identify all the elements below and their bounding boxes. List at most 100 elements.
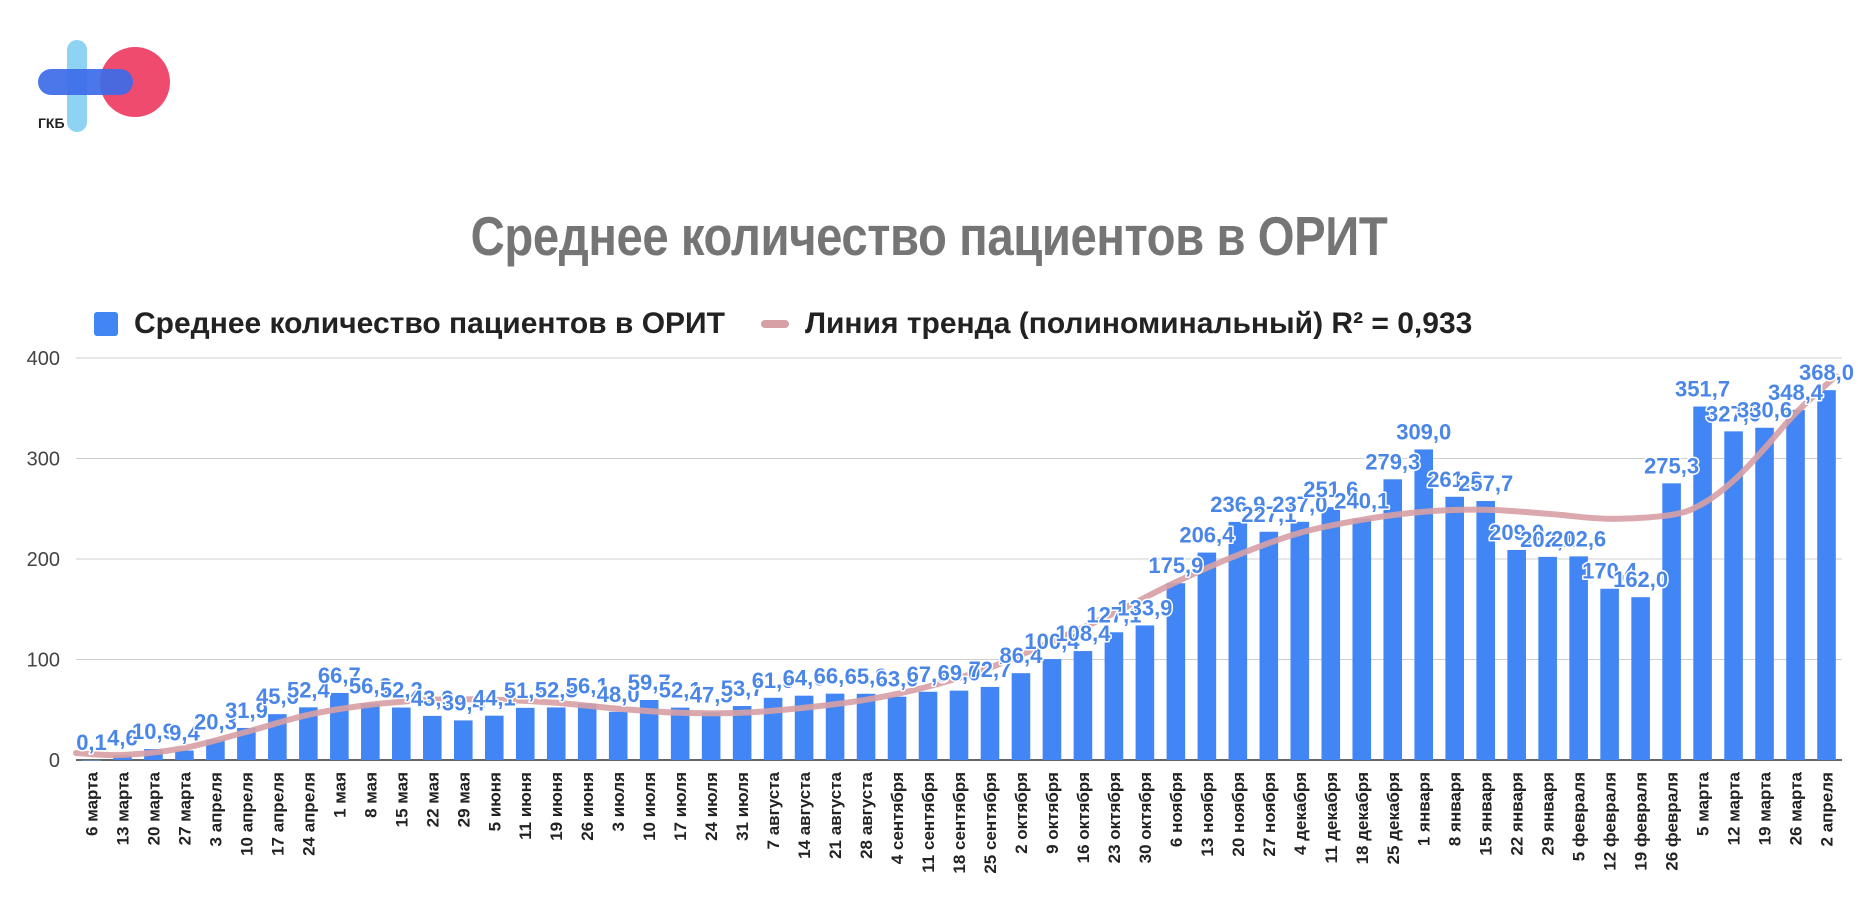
data-label: 56,1: [566, 674, 609, 699]
x-tick-label: 24 июля: [702, 772, 721, 841]
data-label: 170,4: [1582, 559, 1638, 584]
data-label: 330,6: [1737, 398, 1792, 423]
x-tick-label: 13 марта: [113, 771, 132, 845]
x-tick-label: 19 марта: [1756, 771, 1775, 845]
data-label: 59,7: [628, 670, 671, 695]
x-tick-label: 25 сентября: [981, 772, 1000, 874]
x-tick-label: 20 марта: [144, 771, 163, 845]
bar: [763, 697, 783, 760]
bar: [1662, 483, 1681, 760]
trend-line: [73, 373, 1839, 759]
data-label: 4,6: [107, 725, 138, 750]
bar: [1228, 521, 1248, 760]
data-label: 9,4: [169, 721, 200, 746]
data-label: 275,3: [1644, 453, 1699, 478]
bar: [1259, 531, 1279, 760]
bar: [1414, 449, 1434, 760]
data-label: 348,4: [1768, 380, 1824, 405]
x-tick-label: 27 ноября: [1260, 772, 1279, 857]
data-label: 127,1: [1086, 602, 1141, 627]
data-label: 45,6: [256, 684, 299, 709]
data-label: 240,1: [1334, 489, 1389, 514]
x-tick-label: 19 июня: [547, 772, 566, 841]
x-tick-label: 4 декабря: [1291, 772, 1310, 855]
legend-label-bars: Среднее количество пациентов в ОРИТ: [134, 307, 725, 340]
x-tick-label: 2 октября: [1012, 772, 1031, 854]
data-label: 44,1: [473, 686, 516, 711]
bar: [1042, 659, 1062, 760]
x-tick-label: 28 августа: [857, 771, 876, 858]
legend-swatch-trend: [760, 320, 789, 328]
x-tick-label: 20 ноября: [1229, 772, 1248, 857]
data-label: 100,4: [1024, 629, 1080, 654]
bar: [1755, 427, 1774, 760]
data-label: 56,3: [349, 673, 392, 698]
data-label: 61,9: [752, 668, 795, 693]
bar: [1166, 583, 1186, 760]
x-tick-label: 6 ноября: [1167, 772, 1186, 847]
x-tick-label: 26 июня: [578, 772, 597, 841]
data-label: 52,4: [287, 677, 331, 702]
x-tick-label: 11 декабря: [1322, 772, 1341, 863]
data-label: 72,7: [969, 657, 1012, 682]
bar: [392, 707, 411, 760]
data-label: 52,2: [380, 678, 423, 703]
data-label: 48,0: [597, 682, 640, 707]
x-tick-label: 26 марта: [1787, 771, 1806, 845]
bar: [82, 759, 101, 761]
data-label: 31,9: [225, 698, 268, 723]
x-tick-label: 10 апреля: [237, 772, 256, 856]
y-tick-label: 0: [49, 750, 60, 772]
x-tick-label: 11 сентября: [919, 772, 938, 873]
x-tick-label: 5 февраля: [1570, 772, 1589, 861]
data-label: 52,1: [659, 678, 702, 703]
data-label: 237,0: [1272, 492, 1327, 517]
data-label: 65,9: [845, 664, 888, 689]
bar: [1538, 556, 1557, 760]
bar: [1600, 588, 1619, 760]
data-label: 0,1: [76, 730, 107, 755]
data-label: 53,7: [721, 676, 764, 701]
bar: [918, 691, 938, 760]
bar: [484, 715, 504, 760]
x-tick-label: 10 июля: [640, 772, 659, 841]
x-tick-label: 23 октября: [1105, 772, 1124, 863]
bar: [175, 750, 194, 760]
data-label: 39,4: [442, 690, 486, 715]
bar: [299, 707, 318, 760]
x-tick-label: 14 августа: [795, 771, 814, 858]
data-label: 66,0: [814, 664, 857, 689]
data-label: 261,9: [1427, 467, 1482, 492]
logo-pink-circle: [100, 47, 170, 117]
bar: [1631, 597, 1650, 760]
gkb-40-logo: ГКБ: [38, 40, 170, 132]
x-tick-label: 22 мая: [423, 772, 442, 827]
data-label: 257,7: [1458, 471, 1513, 496]
data-label: 351,7: [1675, 377, 1730, 402]
legend-label-trend: Линия тренда (полиноминальный) R² = 0,93…: [804, 307, 1473, 340]
x-tick-label: 24 апреля: [299, 772, 318, 856]
x-tick-label: 5 июня: [485, 772, 504, 831]
bar: [1724, 431, 1743, 760]
bar: [361, 703, 380, 760]
x-tick-label: 8 мая: [361, 772, 380, 818]
y-tick-label: 400: [27, 348, 60, 370]
data-label-layer: 0,1 4,610,99,420,331,945,652,466,756,352,…: [75, 359, 1856, 757]
x-axis-tick-layer: 6 марта 13 марта 20 марта 27 марта 3 апреля 1…: [82, 771, 1836, 873]
logo-blue-bar: [38, 69, 133, 95]
bar: [1383, 479, 1403, 760]
bar: [330, 692, 349, 760]
bar: [577, 703, 597, 760]
x-tick-label: 16 октября: [1074, 772, 1093, 863]
bar: [453, 720, 473, 760]
x-tick-label: 18 декабря: [1353, 772, 1372, 864]
data-label: 86,4: [1000, 643, 1044, 668]
bar: [515, 707, 535, 760]
bar: [1786, 409, 1805, 760]
x-tick-label: 4 сентября: [888, 772, 907, 864]
x-tick-label: 29 января: [1539, 772, 1558, 856]
grid-layer: 0 100 200 300 400: [27, 348, 1842, 772]
x-tick-label: 11 июня: [516, 772, 535, 840]
data-label: 227,1: [1241, 502, 1296, 527]
data-label: 20,3: [194, 710, 237, 735]
